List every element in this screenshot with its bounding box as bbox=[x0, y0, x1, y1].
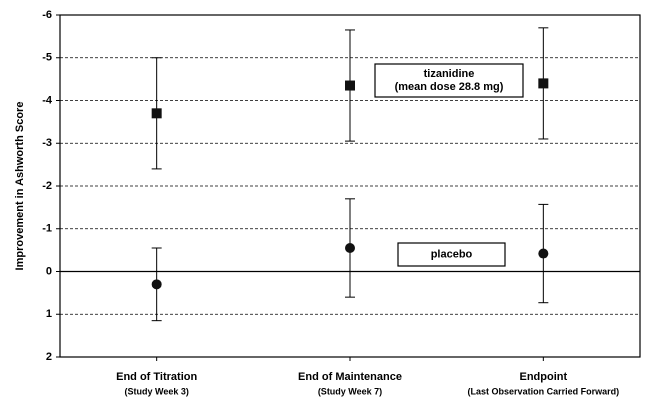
y-tick-label: -2 bbox=[42, 180, 52, 192]
x-tick-label: End of Titration bbox=[116, 371, 197, 383]
y-tick-label: -3 bbox=[42, 137, 52, 149]
x-tick-sublabel: (Study Week 3) bbox=[124, 386, 188, 396]
legend-note: (mean dose 28.8 mg) bbox=[395, 81, 504, 93]
marker bbox=[538, 78, 549, 89]
y-axis-label: Improvement in Ashworth Score bbox=[14, 102, 26, 271]
y-tick-label: 1 bbox=[46, 308, 52, 320]
marker bbox=[345, 80, 355, 91]
legend-box bbox=[397, 242, 506, 267]
legend-label: placebo bbox=[431, 248, 473, 260]
marker bbox=[345, 242, 355, 253]
legend-box bbox=[374, 63, 524, 98]
x-tick-sublabel: (Study Week 7) bbox=[318, 386, 382, 396]
x-tick-sublabel: (Last Observation Carried Forward) bbox=[468, 386, 620, 396]
marker bbox=[151, 279, 162, 290]
marker bbox=[151, 108, 162, 119]
y-tick-label: 2 bbox=[46, 351, 52, 363]
x-tick-label: End of Maintenance bbox=[298, 371, 402, 383]
marker bbox=[538, 248, 549, 259]
x-tick-label: Endpoint bbox=[520, 371, 568, 383]
y-tick-label: -6 bbox=[42, 9, 52, 21]
legend-label: tizanidine bbox=[424, 68, 475, 80]
y-tick-label: -1 bbox=[42, 223, 52, 235]
y-tick-label: -5 bbox=[42, 52, 52, 64]
y-tick-label: 0 bbox=[46, 265, 52, 277]
y-tick-label: -4 bbox=[42, 94, 53, 106]
